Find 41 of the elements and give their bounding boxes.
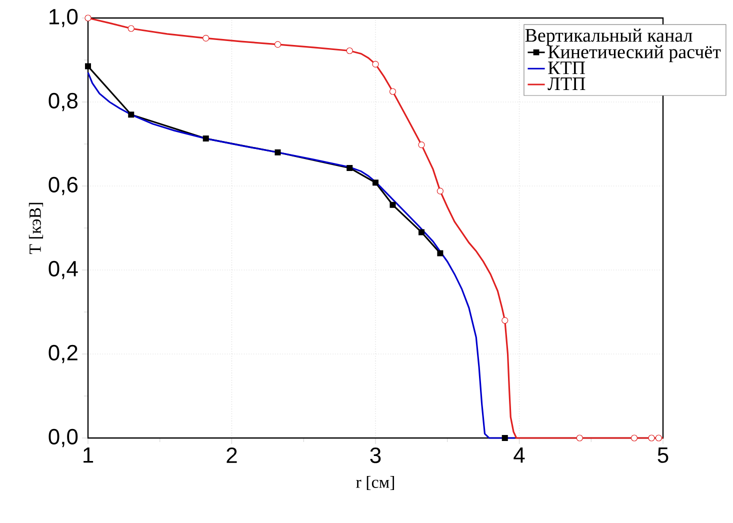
point	[389, 88, 396, 95]
point	[85, 63, 92, 70]
y-tick-label: 0,6	[48, 176, 78, 196]
point	[346, 164, 353, 171]
legend-label: Кинетический расчёт	[548, 45, 721, 62]
legend-title: Вертикальный канал	[525, 28, 692, 46]
point	[655, 434, 662, 442]
point	[648, 434, 655, 442]
point	[346, 47, 353, 54]
point	[576, 434, 583, 442]
point	[502, 435, 508, 442]
legend-label: ЛТП	[548, 78, 586, 90]
x-axis-title: r [см]	[356, 476, 394, 490]
x-tick-label: 3	[370, 448, 381, 464]
y-tick-label: 0,8	[48, 92, 78, 112]
x-tick-label: 5	[658, 448, 668, 463]
point	[390, 202, 396, 208]
x-tick-label: 2	[226, 448, 237, 463]
point	[128, 25, 134, 32]
point	[502, 317, 508, 324]
point	[84, 14, 92, 22]
legend-label: КТП	[548, 62, 585, 74]
point	[274, 149, 281, 156]
point	[274, 41, 282, 48]
y-tick-label: 0,2	[48, 344, 78, 364]
point	[128, 112, 134, 118]
point	[202, 34, 210, 42]
y-tick-label: 0,4	[48, 260, 78, 280]
point	[436, 188, 444, 194]
y-tick-label: 1,0	[50, 8, 78, 28]
point	[630, 434, 638, 442]
x-tick-label: 4	[514, 448, 525, 463]
point	[372, 180, 379, 186]
point	[418, 142, 425, 148]
point	[202, 136, 209, 142]
point	[437, 250, 444, 256]
x-tick-label: 1	[84, 448, 94, 463]
point	[418, 229, 425, 236]
point	[372, 60, 379, 68]
y-tick-label: 0,0	[48, 428, 78, 448]
y-axis-title: T [кэВ]	[28, 202, 44, 254]
